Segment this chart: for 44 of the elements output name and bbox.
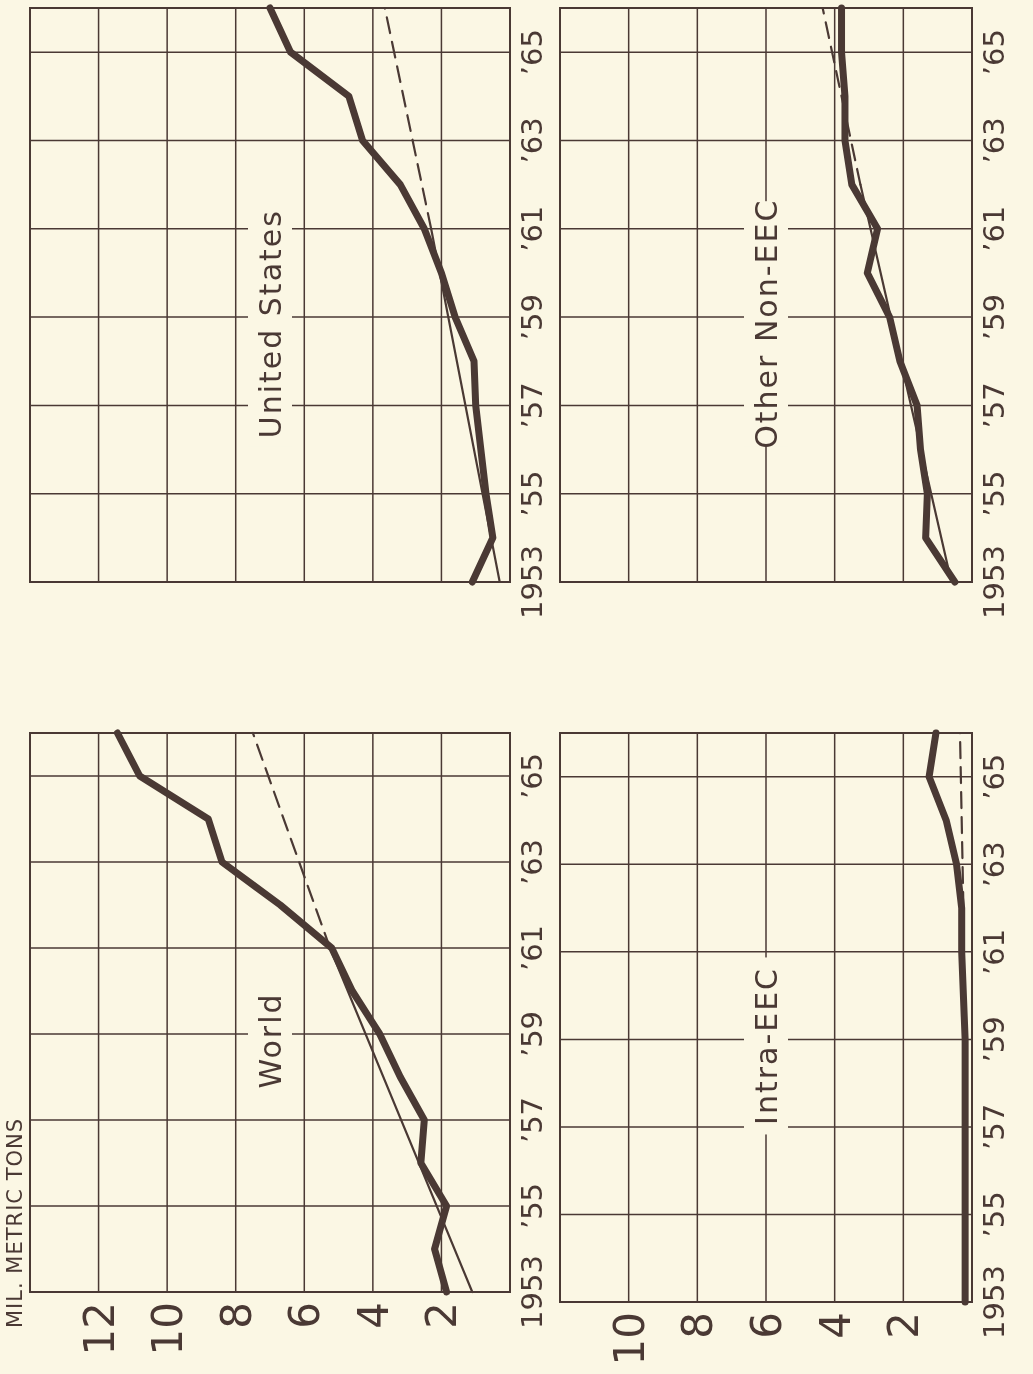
y-tick-label: ’55 [515,470,549,517]
y-tick-label: ’61 [977,205,1011,252]
y-tick-label: ’61 [977,928,1011,975]
x-tick-label: 10 [604,1312,654,1366]
y-tick-label: ’65 [977,29,1011,76]
y-tick-label: ’61 [515,205,549,252]
y-tick-label: 1953 [977,1265,1011,1339]
x-tick-label: 4 [348,1302,398,1329]
y-tick-label: ’63 [515,838,549,886]
x-tick-label: 8 [673,1312,723,1339]
x-tick-label: 6 [742,1312,791,1339]
y-tick-label: ’61 [515,924,549,972]
y-tick-label: ’57 [977,1103,1011,1150]
text: Other Non-EEC [749,198,784,449]
y-tick-label: ’65 [515,29,549,76]
y-tick-label: ’65 [977,753,1011,800]
y-tick-label: ’57 [977,382,1011,429]
y-tick-label: ’63 [977,841,1011,888]
y-tick-label: ’57 [515,1096,549,1144]
x-tick-label: 2 [417,1302,467,1329]
x-tick-label: 2 [879,1312,929,1339]
x-tick-label: 4 [810,1312,860,1339]
y-tick-label: 1953 [515,1255,549,1329]
text: World [253,992,288,1089]
y-tick-label: ’63 [977,117,1011,164]
text: MIL. METRIC TONS [3,1117,27,1328]
y-tick-label: ’59 [977,1016,1011,1063]
y-tick-label: ’63 [515,117,549,164]
y-tick-label: ’65 [515,752,549,800]
y-tick-label: ’55 [977,1191,1011,1238]
y-tick-label: ’59 [515,1010,549,1058]
y-tick-label: 1953 [977,545,1011,619]
y-tick-label: 1953 [515,545,549,619]
y-tick-label: ’55 [515,1182,549,1230]
x-tick-label: 12 [74,1302,124,1356]
x-tick-label: 8 [211,1302,261,1329]
y-tick-label: ’59 [515,294,549,341]
y-tick-label: ’57 [515,382,549,429]
text: Intra-EEC [749,966,784,1125]
text: United States [253,209,288,439]
x-tick-label: 10 [143,1302,193,1356]
y-tick-label: ’55 [977,470,1011,517]
x-tick-label: 6 [280,1302,330,1329]
y-tick-label: ’59 [977,294,1011,341]
